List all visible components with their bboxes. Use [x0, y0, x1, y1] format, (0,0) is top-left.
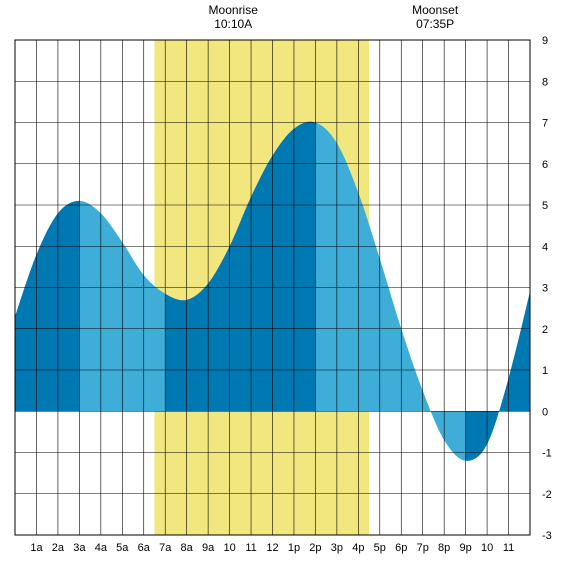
y-tick-label: -1 — [542, 448, 552, 460]
moonset-label: Moonset — [412, 3, 459, 17]
moonset-time: 07:35P — [416, 17, 454, 31]
x-tick-label: 5a — [116, 542, 129, 554]
y-tick-label: 8 — [542, 76, 548, 88]
x-tick-label: 9p — [460, 542, 472, 554]
x-tick-label: 2a — [52, 542, 65, 554]
y-tick-label: 0 — [542, 406, 548, 418]
x-tick-label: 4p — [352, 542, 364, 554]
x-tick-label: 3a — [73, 542, 86, 554]
y-tick-label: 6 — [542, 159, 548, 171]
y-tick-label: 2 — [542, 324, 548, 336]
y-tick-label: 1 — [542, 365, 548, 377]
x-tick-label: 3p — [331, 542, 343, 554]
y-tick-label: 9 — [542, 35, 548, 47]
x-tick-label: 6p — [395, 542, 407, 554]
x-tick-label: 4a — [95, 542, 108, 554]
chart-svg: 9876543210-1-2-31a2a3a4a5a6a7a8a9a101112… — [0, 0, 570, 570]
x-tick-label: 8p — [438, 542, 450, 554]
x-tick-label: 11 — [245, 542, 256, 554]
x-tick-label: 8a — [181, 542, 194, 554]
y-tick-label: 5 — [542, 200, 548, 212]
moonrise-time: 10:10A — [214, 17, 252, 31]
x-tick-label: 1p — [288, 542, 300, 554]
x-tick-label: 6a — [138, 542, 151, 554]
x-tick-label: 7a — [159, 542, 172, 554]
x-tick-label: 5p — [374, 542, 386, 554]
y-tick-label: 3 — [542, 283, 548, 295]
y-tick-label: -3 — [542, 530, 552, 542]
x-tick-label: 1a — [30, 542, 43, 554]
x-tick-label: 10 — [223, 542, 235, 554]
x-tick-label: 9a — [202, 542, 215, 554]
y-tick-label: 4 — [542, 241, 548, 253]
x-tick-label: 11 — [503, 542, 514, 554]
moonrise-label: Moonrise — [209, 3, 259, 17]
x-tick-label: 10 — [481, 542, 493, 554]
x-tick-label: 12 — [266, 542, 278, 554]
tide-chart: 9876543210-1-2-31a2a3a4a5a6a7a8a9a101112… — [0, 0, 570, 570]
x-tick-label: 7p — [417, 542, 429, 554]
y-tick-label: -2 — [542, 489, 552, 501]
x-tick-label: 2p — [309, 542, 321, 554]
y-tick-label: 7 — [542, 118, 548, 130]
